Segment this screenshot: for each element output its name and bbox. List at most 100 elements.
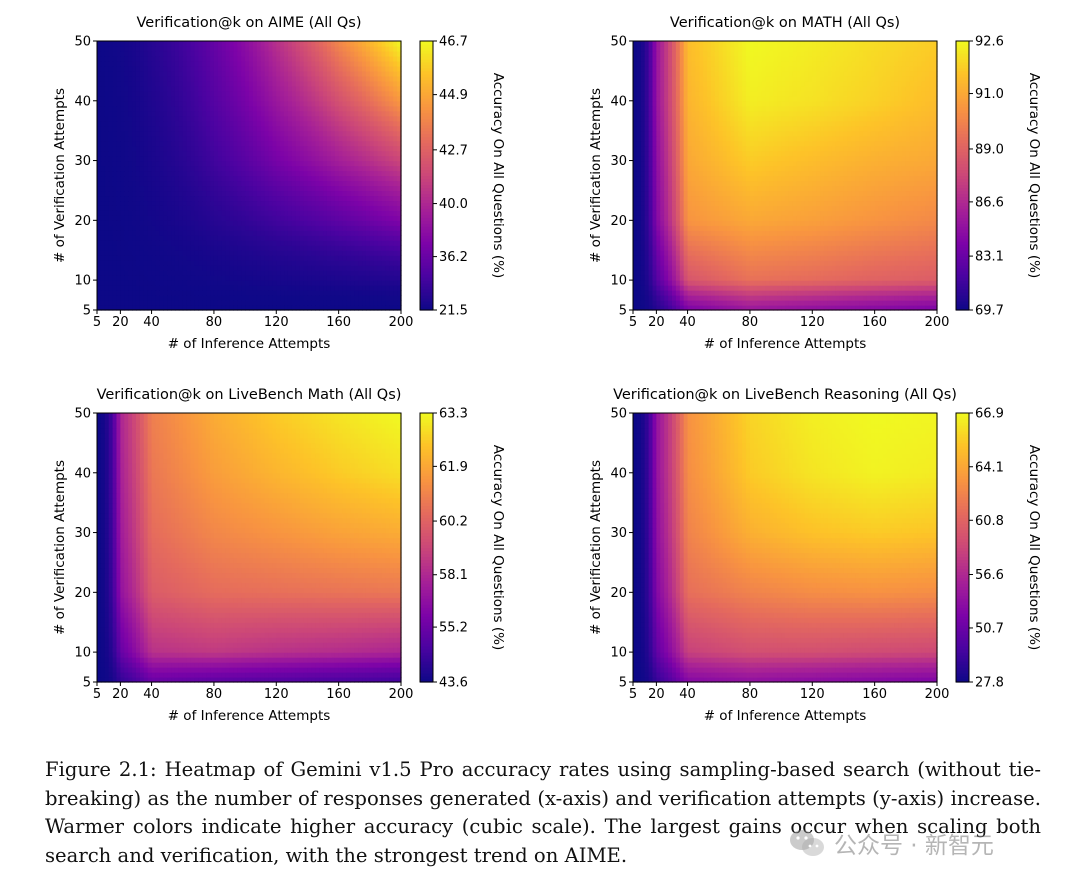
heatmap-cell bbox=[178, 140, 184, 147]
heatmap-cell bbox=[851, 290, 856, 296]
heatmap-cell bbox=[746, 290, 751, 296]
heatmap-cell bbox=[124, 240, 129, 246]
heatmap-cell bbox=[874, 290, 880, 296]
heatmap-cell bbox=[139, 250, 145, 256]
heatmap-cell bbox=[342, 110, 348, 117]
heatmap-cell bbox=[365, 250, 371, 256]
heatmap-cell bbox=[859, 305, 864, 311]
heatmap-cell bbox=[303, 140, 309, 147]
heatmap-cell bbox=[256, 190, 262, 197]
heatmap-cell bbox=[385, 190, 390, 197]
heatmap-cell bbox=[284, 235, 289, 241]
heatmap-cell bbox=[120, 210, 125, 216]
heatmap-cell bbox=[350, 65, 355, 72]
heatmap-cell bbox=[139, 140, 145, 147]
heatmap-cell bbox=[350, 270, 355, 276]
heatmap-cell bbox=[385, 205, 390, 211]
heatmap-cell bbox=[268, 270, 273, 276]
heatmap-cell bbox=[159, 90, 164, 97]
heatmap-cell bbox=[342, 200, 348, 206]
heatmap-cell bbox=[299, 120, 305, 127]
heatmap-cell bbox=[151, 230, 157, 236]
heatmap-cell bbox=[249, 245, 254, 251]
heatmap-cell bbox=[792, 275, 798, 281]
heatmap-cell bbox=[342, 300, 348, 306]
heatmap-cell bbox=[260, 125, 266, 132]
heatmap-cell bbox=[245, 145, 250, 152]
heatmap-cell bbox=[167, 235, 172, 241]
heatmap-cell bbox=[237, 95, 242, 102]
heatmap-cell bbox=[687, 270, 693, 276]
heatmap-cell bbox=[167, 230, 172, 236]
heatmap-cell bbox=[334, 235, 340, 241]
heatmap-cell bbox=[362, 115, 367, 122]
heatmap-cell bbox=[198, 195, 203, 202]
heatmap-cell bbox=[108, 160, 114, 167]
heatmap-cell bbox=[163, 225, 168, 231]
heatmap-cell bbox=[295, 245, 301, 251]
heatmap-cell bbox=[217, 45, 223, 52]
heatmap-cell bbox=[139, 175, 145, 182]
heatmap-cell bbox=[104, 140, 110, 147]
heatmap-cell bbox=[921, 305, 926, 311]
heatmap-cell bbox=[182, 245, 188, 251]
heatmap-cell bbox=[264, 45, 270, 52]
colorbar-segment bbox=[420, 214, 433, 218]
heatmap-cell bbox=[143, 225, 149, 231]
heatmap-cell bbox=[303, 100, 309, 107]
heatmap-cell bbox=[315, 110, 320, 117]
heatmap-cell bbox=[303, 230, 309, 236]
heatmap-cell bbox=[174, 55, 180, 62]
heatmap-cell bbox=[295, 285, 301, 291]
heatmap-cell bbox=[174, 295, 180, 301]
heatmap-cell bbox=[342, 41, 348, 47]
heatmap-cell bbox=[104, 305, 110, 311]
heatmap-cell bbox=[397, 260, 402, 266]
heatmap-cell bbox=[393, 41, 398, 47]
heatmap-cell bbox=[796, 295, 802, 301]
heatmap-cell bbox=[346, 160, 351, 167]
heatmap-cell bbox=[334, 55, 340, 62]
heatmap-cell bbox=[280, 80, 285, 87]
heatmap-cell bbox=[362, 45, 367, 52]
heatmap-cell bbox=[882, 275, 887, 281]
heatmap-cell bbox=[116, 50, 121, 57]
heatmap-cell bbox=[295, 125, 301, 132]
heatmap-cell bbox=[167, 280, 172, 286]
heatmap-cell bbox=[217, 140, 223, 147]
heatmap-cell bbox=[342, 80, 348, 87]
heatmap-cell bbox=[284, 250, 289, 256]
heatmap-cell bbox=[241, 255, 246, 261]
heatmap-cell bbox=[155, 170, 160, 177]
heatmap-cell bbox=[108, 50, 114, 57]
heatmap-cell bbox=[167, 290, 172, 296]
heatmap-cell bbox=[264, 130, 270, 137]
heatmap-cell bbox=[389, 270, 394, 276]
heatmap-cell bbox=[933, 280, 938, 286]
heatmap-cell bbox=[104, 145, 110, 152]
heatmap-cell bbox=[233, 115, 238, 122]
heatmap-cell bbox=[679, 295, 685, 301]
heatmap-cell bbox=[354, 250, 359, 256]
heatmap-cell bbox=[808, 295, 813, 301]
heatmap-cell bbox=[245, 155, 250, 162]
heatmap-cell bbox=[671, 280, 677, 286]
heatmap-cell bbox=[287, 235, 293, 241]
heatmap-cell bbox=[260, 50, 266, 57]
heatmap-panel-2: 5 20 40 80 120 160 20051020304050Verification@… bbox=[588, 15, 1042, 352]
heatmap-cell bbox=[280, 110, 285, 117]
heatmap-cell bbox=[295, 95, 301, 102]
heatmap-cell bbox=[241, 85, 246, 92]
colorbar-segment bbox=[420, 277, 433, 281]
heatmap-cell bbox=[252, 180, 258, 187]
heatmap-cell bbox=[319, 150, 324, 157]
heatmap-cell bbox=[155, 235, 160, 241]
heatmap-cell bbox=[303, 80, 309, 87]
heatmap-cell bbox=[369, 105, 375, 112]
heatmap-cell bbox=[276, 205, 281, 211]
heatmap-cell bbox=[237, 285, 242, 291]
heatmap-cell bbox=[206, 160, 211, 167]
heatmap-cell bbox=[323, 260, 328, 266]
heatmap-cell bbox=[303, 75, 309, 82]
heatmap-cell bbox=[342, 45, 348, 52]
